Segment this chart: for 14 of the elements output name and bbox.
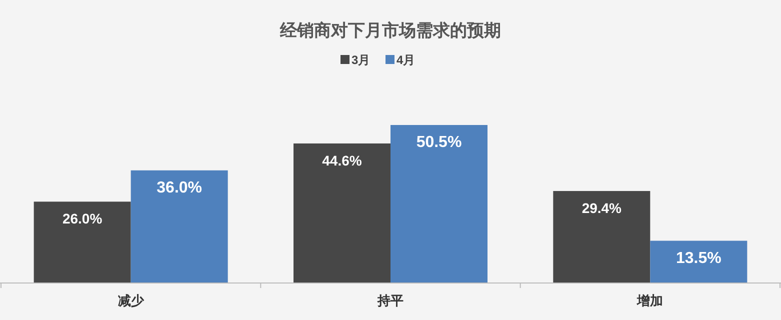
data-label: 36.0% <box>156 179 202 196</box>
x-tick-label: 减少 <box>118 293 145 308</box>
legend-item: 3月 <box>340 53 370 67</box>
legend-label: 4月 <box>396 53 416 67</box>
data-label: 13.5% <box>676 250 722 267</box>
x-tick-label: 持平 <box>376 293 404 308</box>
legend-item: 4月 <box>386 53 416 67</box>
data-label: 29.4% <box>582 200 622 216</box>
data-label: 26.0% <box>62 210 103 227</box>
legend-label: 3月 <box>352 53 370 67</box>
data-label: 44.6% <box>322 152 362 168</box>
chart-title: 经销商对下月市场需求的预期 <box>279 21 501 40</box>
x-tick-label: 增加 <box>636 293 664 308</box>
data-label: 50.5% <box>416 134 462 151</box>
